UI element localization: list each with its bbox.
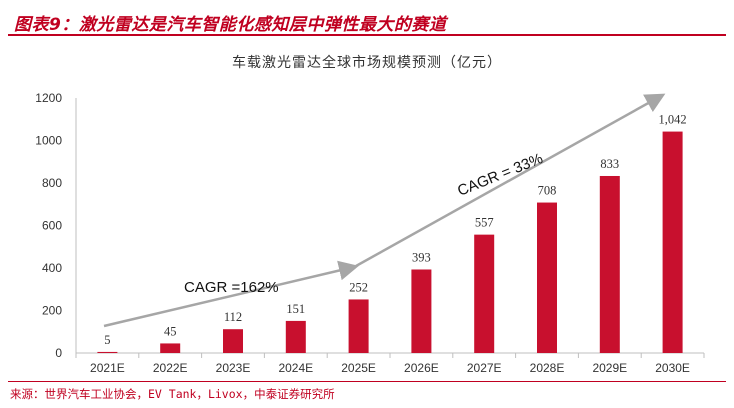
bar xyxy=(223,329,243,353)
bar xyxy=(474,234,495,353)
cagr-arrow xyxy=(355,93,666,268)
figure-title: 图表9：激光雷达是汽车智能化感知层中弹性最大的赛道 xyxy=(14,15,447,35)
y-tick-label: 1200 xyxy=(35,91,62,105)
x-tick-label: 2030E xyxy=(655,361,690,375)
cagr-arrow xyxy=(103,260,359,328)
data-label: 833 xyxy=(600,157,619,171)
data-label: 5 xyxy=(104,333,110,347)
bar xyxy=(348,299,369,353)
chart-title: 车载激光雷达全球市场规模预测（亿元） xyxy=(232,55,502,71)
bar xyxy=(537,202,557,353)
y-tick-label: 800 xyxy=(42,176,62,190)
data-label: 151 xyxy=(286,302,305,316)
bar xyxy=(285,320,306,353)
bar xyxy=(411,269,432,353)
y-tick-label: 1000 xyxy=(35,134,62,148)
data-label: 557 xyxy=(475,216,494,230)
x-tick-label: 2029E xyxy=(592,361,627,375)
x-tick-label: 2022E xyxy=(153,361,188,375)
data-label: 252 xyxy=(349,280,368,294)
x-tick-label: 2021E xyxy=(90,361,125,375)
y-tick-label: 0 xyxy=(55,346,62,360)
data-label: 112 xyxy=(224,310,242,324)
x-tick-label: 2024E xyxy=(278,361,313,375)
y-tick-label: 200 xyxy=(42,304,62,318)
x-tick-label: 2026E xyxy=(404,361,439,375)
bar xyxy=(599,175,620,353)
y-tick-label: 400 xyxy=(42,261,62,275)
data-label: 1,042 xyxy=(659,113,687,127)
bar xyxy=(160,343,181,353)
source-rule xyxy=(8,381,726,382)
figure-header: 图表9：激光雷达是汽车智能化感知层中弹性最大的赛道 xyxy=(8,6,726,36)
bar xyxy=(662,131,683,353)
x-tick-label: 2028E xyxy=(530,361,565,375)
y-tick-label: 600 xyxy=(42,219,62,233)
x-tick-label: 2023E xyxy=(216,361,251,375)
cagr-label: CAGR =162% xyxy=(184,279,279,296)
header-rule xyxy=(8,34,726,36)
data-label: 708 xyxy=(538,184,557,198)
data-label: 393 xyxy=(412,250,431,264)
cagr-label: CAGR = 33% xyxy=(455,150,545,200)
bar xyxy=(97,351,118,353)
x-tick-label: 2027E xyxy=(467,361,502,375)
source-note: 来源：世界汽车工业协会，EV Tank，Livox，中泰证券研究所 xyxy=(10,387,335,401)
x-tick-label: 2025E xyxy=(341,361,376,375)
data-label: 45 xyxy=(164,324,177,338)
